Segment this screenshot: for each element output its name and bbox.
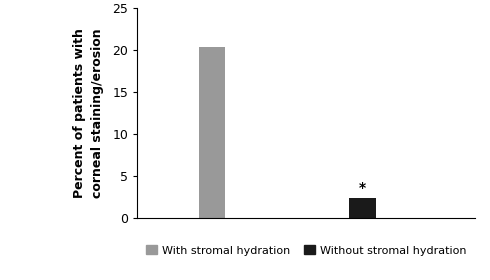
Bar [349, 198, 376, 218]
Y-axis label: Percent of patients with
corneal staining/erosion: Percent of patients with corneal stainin… [73, 29, 104, 198]
Text: *: * [359, 181, 366, 195]
Legend: With stromal hydration, Without stromal hydration: With stromal hydration, Without stromal … [141, 241, 471, 260]
Bar [199, 47, 225, 218]
